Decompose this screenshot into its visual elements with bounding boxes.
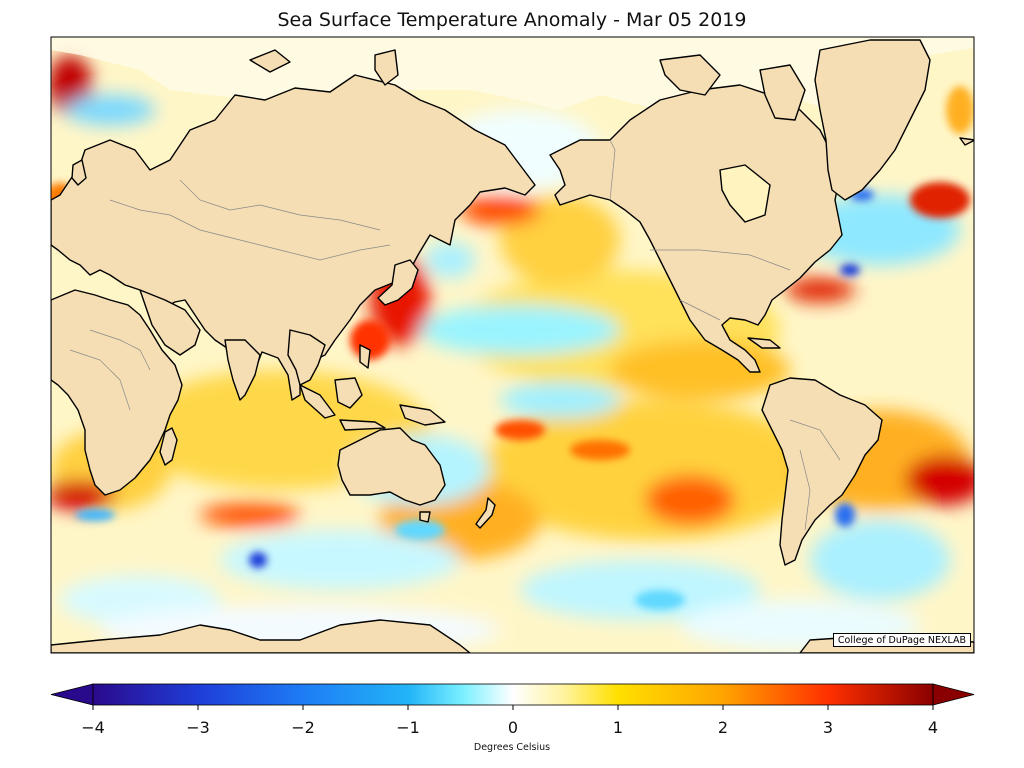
philippines — [359, 344, 371, 369]
novaya-zemlya — [374, 49, 399, 86]
new-guinea — [399, 404, 446, 426]
madagascar — [159, 427, 178, 466]
iceland — [959, 137, 974, 146]
colorbar-label: Degrees Celsius — [473, 742, 551, 753]
colorbar-tick-label: 1 — [612, 718, 624, 737]
colorbar-tick-label: 0 — [507, 718, 519, 737]
java — [339, 419, 386, 431]
baffin — [759, 64, 806, 121]
country-borders — [69, 139, 841, 531]
map-frame — [50, 36, 975, 654]
antarctica — [51, 619, 471, 653]
hudson-bay — [719, 164, 771, 223]
colorbar-ticks — [92, 705, 934, 710]
new-zealand — [475, 497, 496, 529]
india — [224, 339, 261, 401]
colorbar-tick-label: −2 — [291, 718, 315, 737]
colorbar-extend-low — [50, 683, 94, 706]
south-america — [761, 377, 883, 566]
africa — [51, 289, 183, 496]
colorbar-tick-label: 2 — [717, 718, 729, 737]
sumatra — [299, 384, 336, 419]
british-isles — [71, 159, 87, 186]
credit-label: College of DuPage NEXLAB — [833, 633, 971, 647]
cuba — [747, 337, 781, 349]
colorbar-tick-label: 3 — [822, 718, 834, 737]
colorbar-tick-label: −3 — [186, 718, 210, 737]
colorbar-tick-label: 4 — [927, 718, 939, 737]
greenland — [814, 39, 931, 201]
colorbar-tick-label: −4 — [81, 718, 105, 737]
canadian-archipelago — [659, 54, 721, 96]
japan — [377, 259, 419, 306]
colorbar-tick-label: −1 — [396, 718, 420, 737]
colorbar-extend-high — [932, 683, 975, 706]
arabia — [139, 289, 201, 356]
borneo — [334, 377, 363, 409]
land-masses — [51, 39, 974, 653]
svalbard — [249, 49, 291, 73]
colorbar-gradient — [93, 684, 933, 705]
eurasia — [51, 74, 536, 401]
australia — [337, 427, 446, 506]
colorbar — [50, 683, 975, 710]
page-title: Sea Surface Temperature Anomaly - Mar 05… — [277, 9, 747, 31]
tasmania — [419, 511, 431, 523]
indochina — [287, 329, 326, 386]
